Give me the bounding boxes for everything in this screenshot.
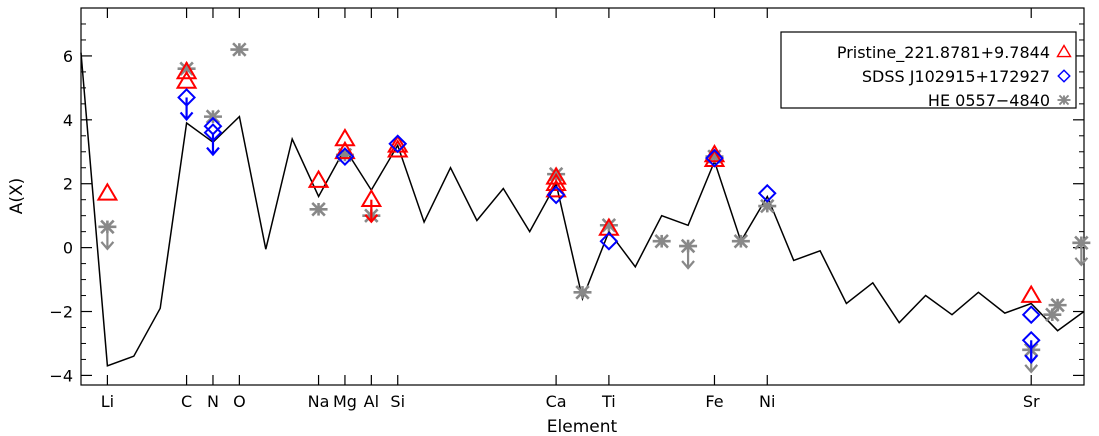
upper-limit-arrow-head [1024, 364, 1039, 374]
data-point-asterisk [573, 285, 592, 300]
legend-label: HE 0557−4840 [928, 91, 1050, 110]
data-point-triangle [334, 128, 356, 147]
data-point-asterisk [1048, 297, 1067, 313]
legend-box [780, 31, 1077, 109]
data-point-asterisk [731, 234, 750, 249]
tick-labels: −4 −2 0 2 4 6 Li C N O Na Mg Al Si Ca Ti Fe Ni Sr [49, 47, 1040, 411]
data-point-asterisk [758, 198, 777, 214]
x-tick-label-ti: Ti [601, 392, 616, 411]
x-tick-label-n: N [207, 392, 219, 411]
x-tick-label-li: Li [101, 392, 114, 411]
x-tick-label-sr: Sr [1023, 392, 1040, 411]
legend-triangle-icon [1056, 44, 1072, 58]
upper-limit-arrow-head [179, 111, 194, 122]
data-point-triangle [545, 172, 567, 192]
upper-limit-arrow-head [1024, 354, 1039, 364]
data-point-diamond [546, 185, 566, 205]
data-point-diamond [203, 123, 223, 157]
data-point-asterisk [652, 234, 671, 249]
data-point-diamond [599, 231, 619, 251]
data-point-triangle [175, 70, 198, 89]
upper-limit-arrow-head [206, 146, 220, 157]
x-tick-label-al: Al [364, 392, 379, 411]
data-point-triangle [545, 179, 567, 198]
data-point-triangle [545, 166, 567, 185]
data-point-diamond [177, 88, 196, 122]
y-axis-title: A(X) [7, 178, 27, 215]
x-tick-label-si: Si [390, 392, 405, 411]
x-tick-label-fe: Fe [705, 392, 723, 411]
data-point-asterisk [230, 42, 249, 57]
x-axis-title: Element [547, 417, 618, 436]
y-tick-label: 4 [63, 111, 73, 130]
data-point-triangle [307, 169, 330, 188]
x-tick-label-ca: Ca [546, 392, 567, 411]
data-point-triangle [386, 139, 409, 158]
y-tick-label: 0 [63, 239, 73, 258]
legend-asterisk-icon [1057, 94, 1071, 106]
data-point-diamond [1021, 305, 1041, 325]
data-point-asterisk [177, 61, 196, 76]
legend-label: SDSS J102915+172927 [862, 67, 1050, 86]
y-tick-label: −2 [49, 303, 73, 322]
upper-limit-arrow-head [100, 241, 115, 251]
model-line [80, 52, 1085, 367]
data-point-triangle [175, 60, 198, 80]
x-tick-label-ni: Ni [759, 392, 775, 411]
upper-limit-arrow-head [1074, 257, 1089, 267]
legend-label: Pristine_221.8781+9.7844 [837, 43, 1050, 63]
data-point-asterisk [679, 238, 698, 270]
data-point-diamond [705, 148, 724, 168]
x-tick-label-mg: Mg [333, 392, 357, 411]
upper-limit-arrow-head [681, 260, 695, 270]
legend-marker [1057, 94, 1071, 106]
data-point-asterisk [98, 219, 117, 251]
data-markers [96, 42, 1091, 374]
y-tick-label: 2 [63, 175, 73, 194]
legend-marker [1056, 44, 1072, 58]
data-point-asterisk [309, 202, 328, 217]
model-line-layer [80, 52, 1085, 367]
data-point-diamond [388, 134, 408, 154]
x-tick-label-o: O [233, 392, 246, 411]
data-point-asterisk [1072, 235, 1091, 267]
plot-frame [80, 7, 1085, 386]
data-point-triangle [334, 140, 356, 160]
y-tick-label: −4 [49, 366, 73, 385]
legend-marker [1057, 69, 1071, 83]
data-point-triangle [360, 188, 383, 224]
upper-limit-arrow-head [364, 213, 379, 224]
data-point-diamond [1021, 330, 1041, 364]
legend: Pristine_221.8781+9.7844 SDSS J102915+172… [780, 31, 1077, 110]
data-point-triangle [96, 182, 119, 201]
data-point-diamond [757, 183, 777, 203]
data-point-diamond [335, 147, 355, 166]
legend-diamond-icon [1057, 69, 1071, 83]
y-tick-label: 6 [63, 47, 73, 66]
data-point-triangle [1020, 284, 1042, 303]
data-point-triangle [598, 217, 620, 236]
x-tick-label-na: Na [308, 392, 330, 411]
data-point-asterisk [203, 109, 222, 124]
x-tick-label-c: C [181, 392, 192, 411]
